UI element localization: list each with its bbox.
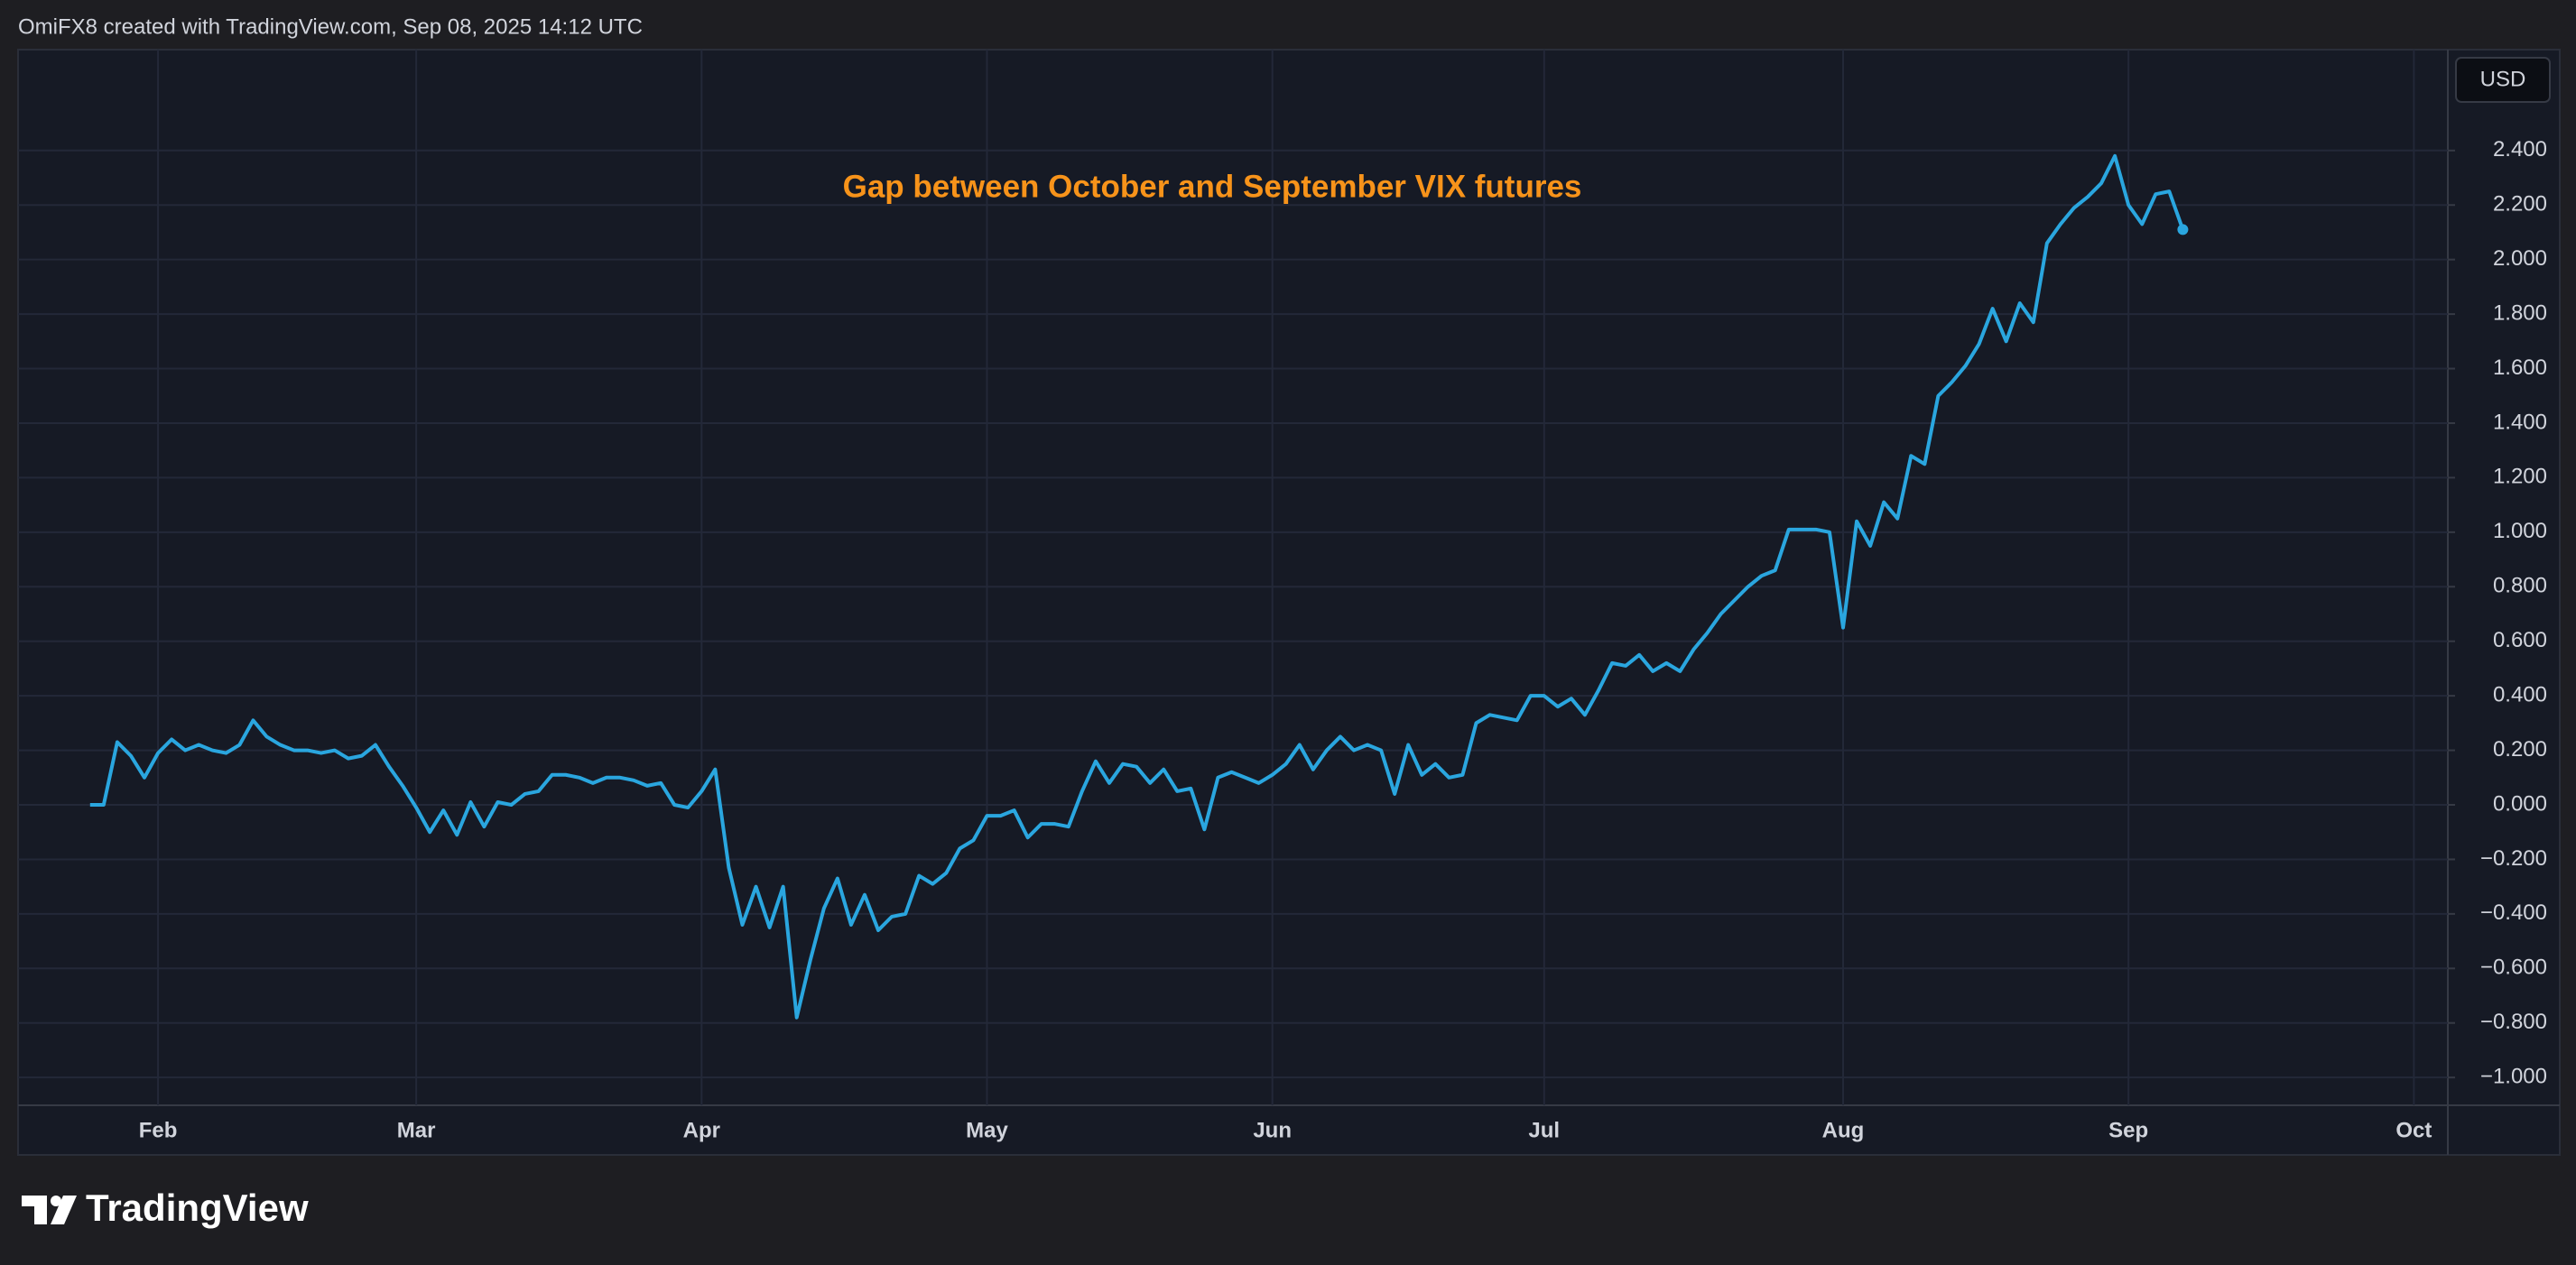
- y-tick-label: 1.200: [2493, 465, 2547, 489]
- y-tick-label: 2.200: [2493, 192, 2547, 217]
- y-tick-label: 0.800: [2493, 574, 2547, 598]
- x-tick-label: Jul: [1528, 1118, 1560, 1142]
- logo-shape: [51, 1196, 77, 1224]
- x-tick-label: Mar: [397, 1118, 436, 1142]
- logo-shape: [22, 1196, 47, 1224]
- frame: [17, 49, 2561, 1156]
- grid: [18, 50, 2448, 1105]
- y-tick-label: 1.000: [2493, 519, 2547, 543]
- credit: OmiFX8 created with TradingView.com, Sep…: [18, 14, 643, 39]
- line: [89, 153, 2185, 1020]
- y-tick-label: −0.200: [2480, 846, 2547, 871]
- y-tick-label: 0.000: [2493, 791, 2547, 816]
- annotation: Gap between October and September VIX fu…: [843, 169, 1582, 204]
- y-tick-label: 1.400: [2493, 410, 2547, 434]
- x-tick-label: Feb: [139, 1118, 178, 1142]
- y-tick-label: 0.400: [2493, 682, 2547, 706]
- x-tick-label: Sep: [2108, 1118, 2148, 1142]
- x-tick-label: May: [966, 1118, 1008, 1142]
- plot-area: [18, 50, 2448, 1105]
- logo-text: TradingView: [86, 1187, 309, 1229]
- logo-icon: [22, 1196, 77, 1224]
- x-tick-label: Jun: [1253, 1118, 1292, 1142]
- logo-shape: [51, 1196, 61, 1206]
- last-point: [2177, 224, 2189, 235]
- y-tick-label: 1.600: [2493, 355, 2547, 380]
- x-tick-label: Apr: [683, 1118, 720, 1142]
- currency-button[interactable]: [2455, 57, 2551, 103]
- y-tick-label: 0.200: [2493, 737, 2547, 762]
- x-tick-label: Oct: [2395, 1118, 2432, 1142]
- x-tick-label: Aug: [1822, 1118, 1865, 1142]
- y-tick-label: 2.000: [2493, 246, 2547, 271]
- y-tick-label: 1.800: [2493, 300, 2547, 325]
- currency-label[interactable]: USD: [2480, 67, 2526, 91]
- y-tick-label: 0.600: [2493, 628, 2547, 652]
- y-tick-label: −1.000: [2480, 1065, 2547, 1089]
- y-tick-label: −0.800: [2480, 1010, 2547, 1034]
- time-axis: [18, 1105, 2448, 1155]
- y-tick-label: −0.400: [2480, 900, 2547, 925]
- y-tick-label: 2.400: [2493, 137, 2547, 162]
- y-tick-label: −0.600: [2480, 956, 2547, 980]
- price-axis: [2448, 50, 2560, 1155]
